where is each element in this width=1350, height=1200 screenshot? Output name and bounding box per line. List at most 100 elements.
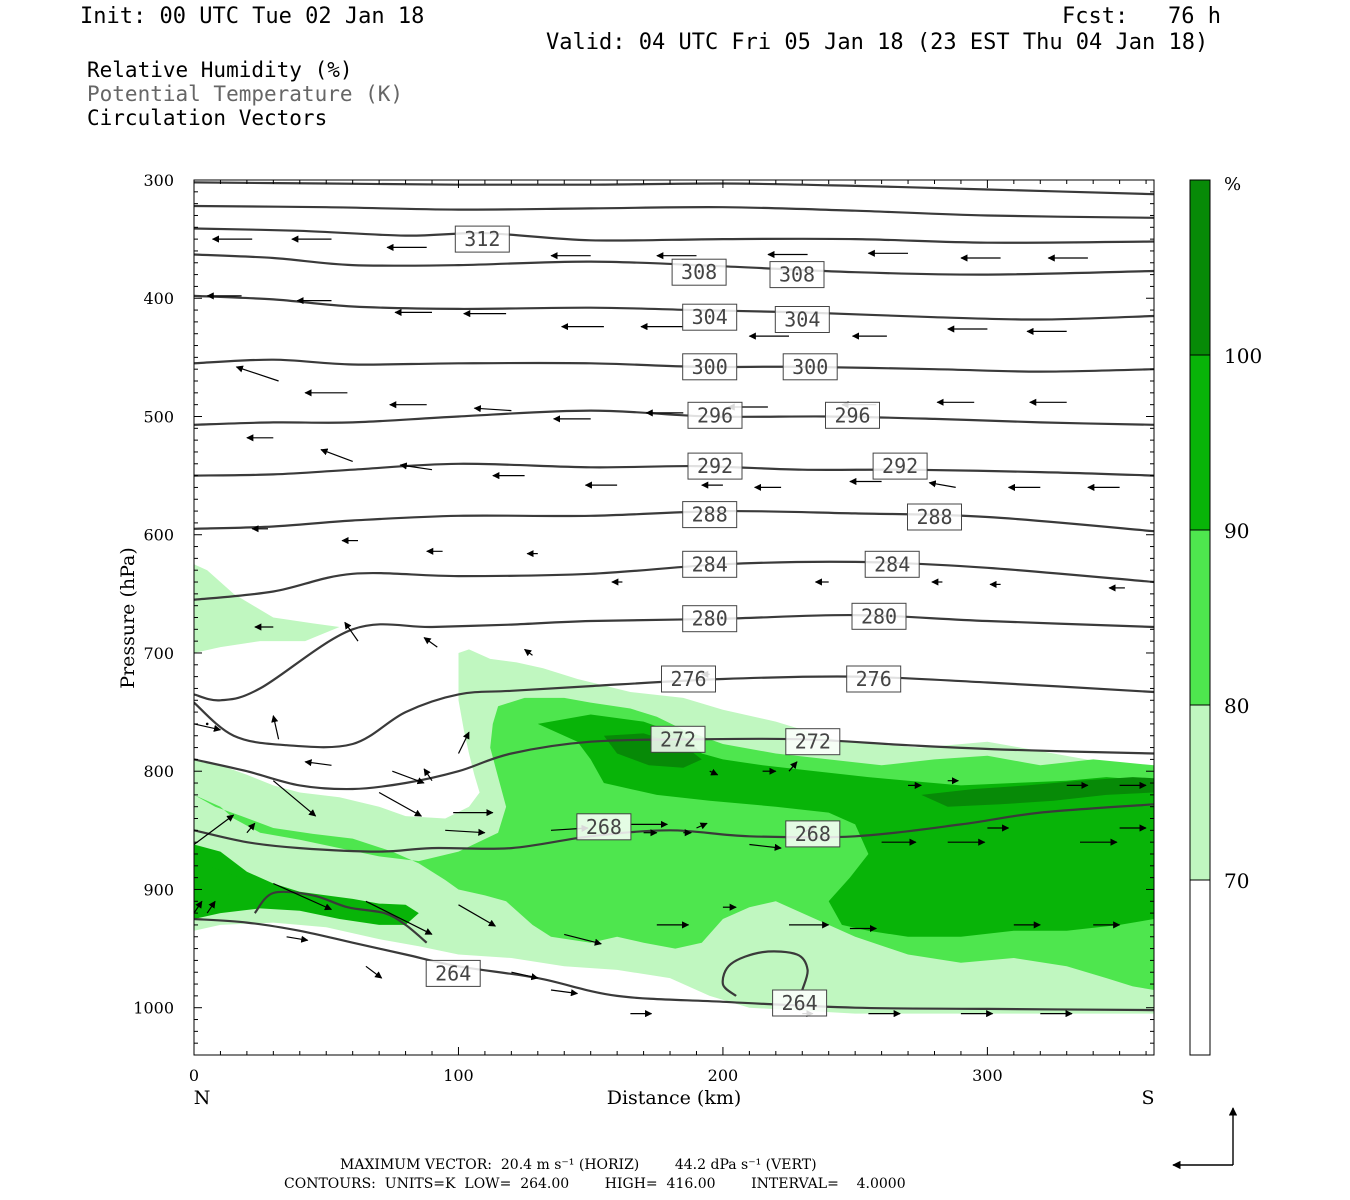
circulation-vector: [205, 722, 209, 726]
theta-contour-264: [194, 917, 1154, 1012]
theta-contour-304: [194, 294, 1154, 321]
circulation-vector: [550, 989, 579, 997]
colorbar-tick-label: 100: [1224, 344, 1262, 368]
colorbar-bin: [1190, 355, 1210, 530]
theta-contour-292: [194, 462, 1154, 477]
theta-label-272: 272: [785, 728, 841, 756]
rh-region-100: [921, 777, 1154, 807]
svg-text:284: 284: [874, 552, 910, 576]
theta-label-308: 308: [671, 258, 727, 286]
rh-region-70: [194, 564, 340, 653]
svg-text:272: 272: [795, 730, 831, 754]
svg-text:312: 312: [464, 227, 500, 251]
svg-text:300: 300: [692, 355, 728, 379]
reference-vector-key: [1172, 1107, 1238, 1170]
rh-region-90: [194, 844, 419, 925]
svg-text:276: 276: [670, 667, 706, 691]
svg-text:280: 280: [861, 604, 897, 628]
y-tick-label: 600: [143, 526, 174, 545]
theta-contour-300: [194, 358, 1154, 373]
circulation-vector: [457, 731, 470, 754]
svg-text:304: 304: [784, 308, 820, 332]
circulation-vector: [344, 621, 359, 642]
circulation-vector: [194, 723, 222, 732]
y-tick-label: 800: [143, 762, 174, 781]
theta-contour-276: [194, 675, 1154, 749]
axes-layer: 300 400 500 600 700 800 900 1000 0 100 200 300: [133, 171, 1154, 1085]
theta-contour-288: [194, 509, 1154, 533]
x-axis-left-end-label: N: [194, 1087, 211, 1109]
circulation-vector: [286, 935, 309, 943]
svg-text:288: 288: [916, 505, 952, 529]
theta-label-264: 264: [772, 989, 828, 1017]
rh-region-90: [201, 865, 247, 896]
circulation-vector: [524, 648, 533, 657]
circulation-vector: [423, 768, 433, 782]
circulation-vector: [392, 770, 425, 785]
svg-text:292: 292: [697, 454, 733, 478]
svg-text:264: 264: [782, 991, 818, 1015]
svg-text:296: 296: [834, 403, 870, 427]
y-tick-label: 900: [143, 880, 174, 899]
rh-region-90: [537, 714, 1154, 937]
circulation-vector: [564, 933, 602, 946]
y-tick-label: 500: [143, 407, 174, 426]
theta-label-300: 300: [782, 353, 838, 381]
circulation-vector: [423, 637, 438, 648]
colorbar: 70 80 90 100%: [1189, 174, 1262, 1056]
y-tick-label: 300: [143, 171, 174, 190]
svg-text:288: 288: [692, 503, 728, 527]
x-tick-label: 100: [443, 1066, 474, 1085]
theta-contour-316: [194, 181, 1154, 196]
legend-potential-temperature: Potential Temperature (K): [87, 82, 404, 106]
circulation-vector: [320, 448, 353, 462]
svg-text:276: 276: [856, 667, 892, 691]
legend-relative-humidity: Relative Humidity (%): [87, 58, 353, 82]
theta-label-288: 288: [907, 503, 962, 531]
colorbar-tick-label: 80: [1224, 694, 1249, 718]
x-axis-title: Distance (km): [607, 1087, 742, 1109]
humidity-fill-layer: [194, 564, 1154, 1014]
circulation-vector: [788, 761, 798, 772]
theta-contour-264: [253, 890, 428, 944]
svg-text:280: 280: [692, 607, 728, 631]
circulation-vector: [235, 365, 279, 382]
theta-label-308: 308: [769, 261, 825, 289]
theta-label-280: 280: [851, 602, 907, 630]
theta-contour-264: [721, 950, 809, 997]
theta-contour-280: [194, 613, 1154, 702]
max-vector-footer: MAXIMUM VECTOR: 20.4 m s⁻¹ (HORIZ) 44.2 …: [340, 1157, 817, 1173]
circulation-vector: [272, 780, 317, 817]
theta-label-268: 268: [785, 820, 841, 848]
y-tick-label: 1000: [133, 999, 174, 1018]
circulation-vector: [273, 882, 333, 911]
theta-contour-284: [194, 560, 1154, 601]
colorbar-bin: [1190, 880, 1210, 1055]
init-time-label: Init: 00 UTC Tue 02 Jan 18: [80, 4, 425, 29]
svg-text:268: 268: [795, 822, 831, 846]
circulation-vector: [194, 900, 203, 914]
svg-text:308: 308: [779, 263, 815, 287]
colorbar-bin: [1190, 180, 1210, 355]
colorbar-unit-label: %: [1224, 174, 1241, 195]
svg-text:296: 296: [697, 403, 733, 427]
circulation-vector: [399, 462, 433, 471]
theta-label-296: 296: [825, 401, 880, 429]
circulation-vector: [378, 791, 423, 817]
theta-contour-312: [194, 227, 1154, 244]
theta-label-304: 304: [774, 306, 830, 333]
circulation-vector: [365, 965, 383, 979]
theta-contour-314: [194, 204, 1154, 219]
svg-text:292: 292: [882, 454, 918, 478]
circulation-vector: [246, 822, 256, 834]
circulation-vector: [458, 904, 497, 927]
x-tick-label: 300: [972, 1066, 1003, 1085]
colorbar-tick-label: 90: [1224, 519, 1249, 543]
y-tick-label: 700: [143, 644, 174, 663]
circulation-vector: [749, 843, 782, 851]
svg-text:264: 264: [435, 961, 471, 985]
circulation-vector: [445, 828, 486, 836]
circulation-vector: [304, 759, 332, 767]
theta-contour-272: [194, 737, 1154, 791]
